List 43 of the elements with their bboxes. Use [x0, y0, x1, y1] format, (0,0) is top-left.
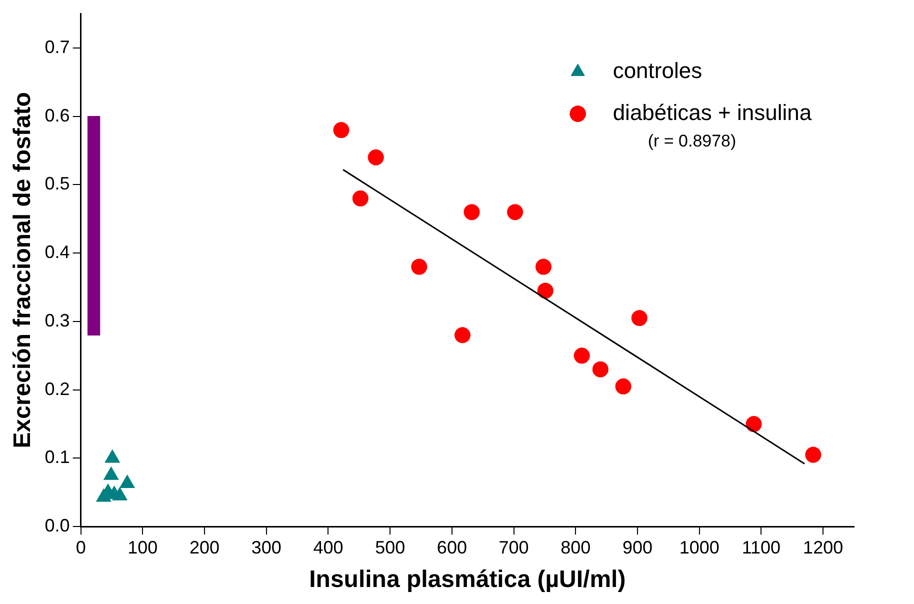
point: [507, 204, 524, 220]
point: [352, 190, 368, 206]
y-tick-label: 0.4: [44, 242, 70, 262]
point: [454, 327, 470, 344]
point: [103, 466, 119, 480]
legend-label: diabéticas + insulina: [612, 100, 812, 125]
x-tick-label: 500: [375, 537, 406, 558]
x-tick-label: 700: [498, 537, 529, 558]
x-tick-label: 200: [190, 537, 220, 558]
point: [537, 282, 554, 299]
point: [592, 361, 608, 378]
y-tick-label: 0.7: [44, 36, 70, 57]
y-axis-title: Excreción fraccional de fosfato: [9, 92, 36, 448]
x-tick-label: 1100: [742, 537, 781, 558]
point: [96, 488, 112, 502]
x-tick-label: 100: [128, 537, 158, 558]
y-tick-label: 0.6: [44, 105, 70, 126]
x-tick-label: 0: [76, 537, 86, 558]
point: [631, 310, 648, 326]
y-tick-label: 0.5: [44, 174, 70, 194]
point: [411, 258, 428, 275]
annotation: (r = 0.8978): [648, 131, 736, 150]
x-tick-label: 1200: [803, 537, 844, 558]
x-axis-title: Insulina plasmática (µUI/ml): [309, 566, 626, 594]
y-tick-label: 0.3: [44, 310, 70, 330]
point: [535, 258, 552, 275]
point: [119, 474, 136, 488]
point: [464, 204, 480, 220]
point: [368, 149, 384, 166]
y-tick-label: 0.2: [44, 378, 70, 399]
point: [333, 122, 350, 138]
point: [574, 348, 590, 364]
point: [104, 449, 120, 463]
x-tick-label: 1000: [679, 537, 720, 558]
x-tick-label: 800: [560, 537, 591, 558]
x-tick-label: 400: [313, 537, 344, 558]
x-tick-label: 600: [436, 537, 467, 558]
x-tick-label: 300: [251, 537, 282, 558]
y-tick-label: 0.1: [44, 447, 70, 468]
y-tick-label: 0.0: [44, 516, 70, 536]
legend-label: controles: [612, 58, 702, 83]
point: [615, 378, 632, 394]
x-tick-label: 900: [622, 537, 653, 558]
